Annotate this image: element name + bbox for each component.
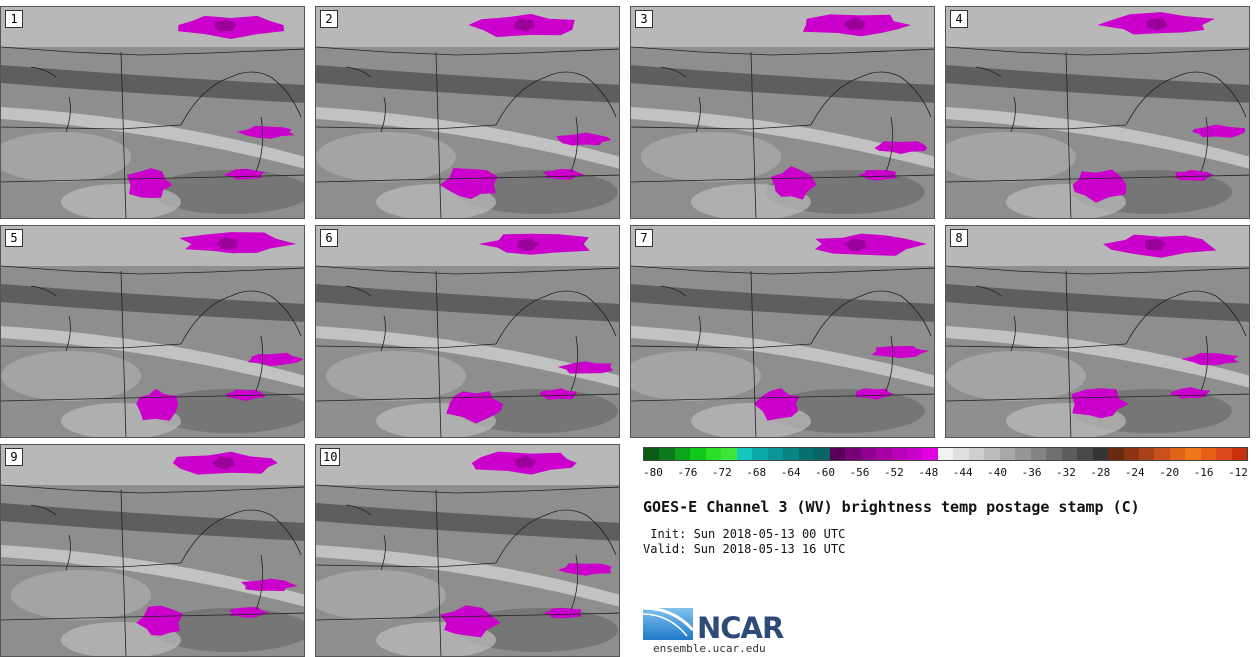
colorbar-segment (798, 448, 815, 460)
colorbar-segment (1154, 448, 1170, 460)
colorbar-tick: -24 (1124, 466, 1145, 479)
map-panel: 8 (945, 225, 1250, 438)
colorbar-segment (1231, 448, 1248, 460)
panel-number: 10 (320, 448, 341, 466)
colorbar-tick: -16 (1193, 466, 1214, 479)
water-vapor-map (1, 445, 304, 656)
water-vapor-map (316, 226, 619, 437)
colorbar-segment (1092, 448, 1109, 460)
colorbar-segment (1061, 448, 1078, 460)
colorbar-segment (906, 448, 923, 460)
colorbar-tick: -12 (1228, 466, 1248, 479)
colorbar-segment (659, 448, 675, 460)
panel-number: 4 (950, 10, 968, 28)
colorbar-segment (690, 448, 706, 460)
figure-title: GOES-E Channel 3 (WV) brightness temp po… (643, 498, 1140, 516)
colorbar-segment (1200, 448, 1217, 460)
colorbar-segment (1185, 448, 1201, 460)
colorbar-segment (767, 448, 784, 460)
panel-number: 9 (5, 448, 23, 466)
colorbar-segment (736, 448, 753, 460)
colorbar-segment (674, 448, 691, 460)
colorbar-tick: -32 (1056, 466, 1076, 479)
colorbar-tick: -40 (987, 466, 1008, 479)
colorbar-segment (891, 448, 907, 460)
ncar-logo-icon (643, 606, 695, 640)
logo-name: NCAR (697, 611, 784, 645)
colorbar-segment (1030, 448, 1047, 460)
colorbar-segment (1108, 448, 1124, 460)
colorbar-tick: -52 (883, 466, 904, 479)
colorbar-segment (1015, 448, 1031, 460)
colorbar-segment (1139, 448, 1155, 460)
map-panel: 10 (315, 444, 620, 657)
colorbar-tick: -68 (746, 466, 767, 479)
colorbar-segment (829, 448, 846, 460)
colorbar-segment (644, 448, 660, 460)
colorbar-segment (752, 448, 768, 460)
water-vapor-map (631, 226, 934, 437)
colorbar-segment (953, 448, 969, 460)
colorbar-segment (814, 448, 830, 460)
colorbar-segment (1046, 448, 1062, 460)
map-panel: 5 (0, 225, 305, 438)
colorbar-segment (1077, 448, 1093, 460)
panel-number: 1 (5, 10, 23, 28)
colorbar-segment (783, 448, 799, 460)
colorbar-segment (937, 448, 954, 460)
colorbar-tick: -60 (815, 466, 835, 479)
colorbar-tick: -20 (1159, 466, 1180, 479)
map-panel: 3 (630, 6, 935, 219)
colorbar-segment (1169, 448, 1186, 460)
map-panel: 6 (315, 225, 620, 438)
colorbar-tick: -36 (1021, 466, 1042, 479)
water-vapor-map (946, 7, 1249, 218)
colorbar-segment (999, 448, 1016, 460)
init-time: Init: Sun 2018-05-13 00 UTC (643, 527, 846, 541)
panel-number: 3 (635, 10, 653, 28)
map-panel: 9 (0, 444, 305, 657)
colorbar-segment (1216, 448, 1232, 460)
colorbar-tick: -44 (952, 466, 973, 479)
colorbar-segment (968, 448, 985, 460)
colorbar-tick: -80 (643, 466, 663, 479)
water-vapor-map (1, 7, 304, 218)
map-panel: 1 (0, 6, 305, 219)
map-panel: 7 (630, 225, 935, 438)
colorbar-segment (721, 448, 737, 460)
colorbar-segment (922, 448, 938, 460)
colorbar-segment (705, 448, 722, 460)
map-panel: 2 (315, 6, 620, 219)
map-panel: 4 (945, 6, 1250, 219)
colorbar-segment (876, 448, 892, 460)
panel-number: 8 (950, 229, 968, 247)
colorbar-segment (845, 448, 861, 460)
water-vapor-map (631, 7, 934, 218)
water-vapor-map (316, 445, 619, 656)
colorbar-tick: -56 (849, 466, 870, 479)
panel-number: 7 (635, 229, 653, 247)
water-vapor-map (316, 7, 619, 218)
water-vapor-map (946, 226, 1249, 437)
panel-number: 2 (320, 10, 338, 28)
colorbar-segment (984, 448, 1000, 460)
colorbar-segment (860, 448, 877, 460)
colorbar-tick: -28 (1090, 466, 1111, 479)
colorbar-tick: -76 (677, 466, 698, 479)
logo-url: ensemble.ucar.edu (653, 642, 766, 655)
colorbar-tick-labels: -80 -76 -72 -68 -64 -60 -56 -52 -48 -44 -40 -36 -32 -… (643, 466, 1248, 480)
colorbar-segment (1123, 448, 1139, 460)
valid-time: Valid: Sun 2018-05-13 16 UTC (643, 542, 846, 556)
colorbar-tick: -64 (780, 466, 801, 479)
panel-number: 6 (320, 229, 338, 247)
water-vapor-map (1, 226, 304, 437)
colorbar (643, 447, 1248, 461)
colorbar-tick: -48 (918, 466, 939, 479)
panel-number: 5 (5, 229, 23, 247)
colorbar-tick: -72 (711, 466, 732, 479)
